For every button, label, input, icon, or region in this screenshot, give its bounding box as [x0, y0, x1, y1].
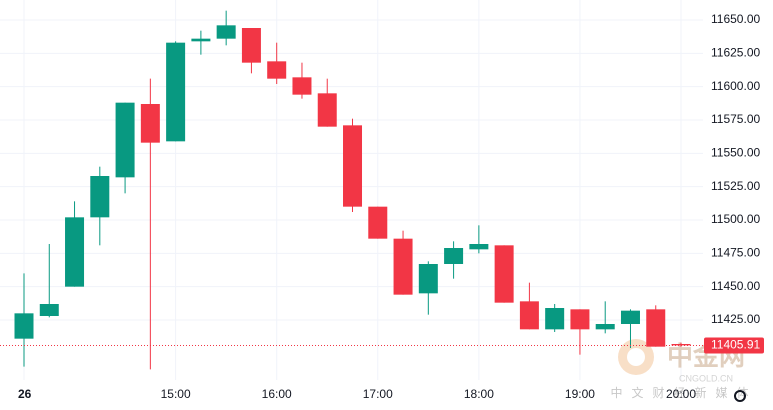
candle-body [545, 308, 565, 330]
candle-body [140, 104, 160, 143]
y-tick-label: 11450.00 [711, 279, 760, 293]
candle-body [191, 38, 211, 42]
candle-body [216, 25, 236, 39]
candle-body [595, 324, 615, 330]
candle-body [267, 61, 287, 79]
x-tick-label: 19:00 [565, 387, 595, 401]
candle-body [317, 93, 337, 127]
watermark-slogan: 中文财经新媒体 [610, 385, 757, 400]
candle-body [241, 28, 261, 63]
settings-gear[interactable] [734, 390, 746, 402]
x-tick-label: 26 [18, 387, 32, 401]
y-tick-label: 11475.00 [711, 246, 760, 260]
candle-body [343, 125, 363, 207]
y-tick-label: 11550.00 [711, 146, 760, 160]
y-tick-label: 11600.00 [711, 79, 760, 93]
candle-body [444, 248, 464, 264]
candle-body [39, 304, 59, 316]
y-tick-label: 11500.00 [711, 212, 760, 226]
settings-icon[interactable] [734, 390, 746, 402]
candle-body [418, 264, 438, 294]
x-tick-label: 16:00 [262, 387, 292, 401]
y-tick-label: 11625.00 [711, 46, 760, 60]
candle-body [14, 313, 34, 339]
candle-body [393, 238, 413, 295]
watermark-domain: CNGOLD.CN [679, 373, 733, 383]
y-tick-label: 11650.00 [711, 12, 760, 26]
candle-body [620, 310, 640, 324]
candle-body [115, 102, 135, 178]
candle-body [292, 77, 312, 95]
candle-body [519, 301, 539, 330]
candle-body [469, 244, 489, 250]
candle-body [570, 309, 590, 330]
watermark-logo-icon [627, 348, 645, 366]
y-tick-label: 11525.00 [711, 179, 760, 193]
candle-body [494, 245, 514, 303]
y-tick-label: 11425.00 [711, 312, 760, 326]
x-tick-label: 20:00 [666, 387, 696, 401]
x-tick-label: 17:00 [363, 387, 393, 401]
candle-body [90, 176, 110, 218]
x-tick-label: 15:00 [161, 387, 191, 401]
y-tick-label: 11575.00 [711, 112, 760, 126]
candle-body [646, 309, 666, 347]
candle-body [65, 217, 85, 287]
candle-body [671, 344, 691, 346]
last-price-label: 11405.91 [711, 338, 760, 352]
last-price-box [704, 337, 764, 354]
x-tick-label: 18:00 [464, 387, 494, 401]
candle-body [368, 206, 388, 239]
candle-body [166, 42, 186, 142]
